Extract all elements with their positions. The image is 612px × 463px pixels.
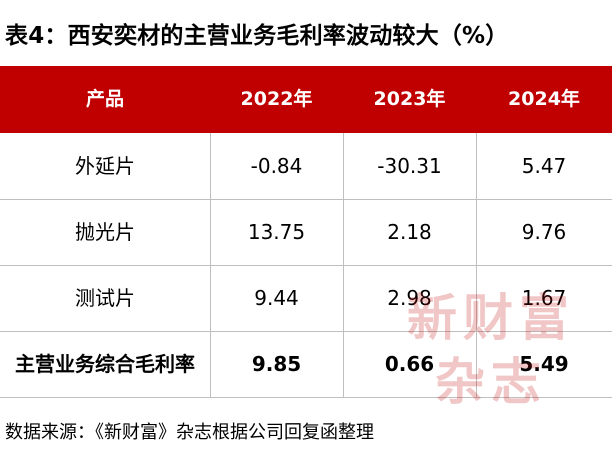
value-2023: -30.31 — [377, 154, 442, 178]
table-row-test: 测试片 9.44 2.98 1.67 — [0, 265, 612, 331]
column-divider — [210, 133, 211, 397]
row-divider — [0, 397, 612, 398]
value-2022: 9.85 — [251, 352, 302, 376]
value-2023: 2.98 — [387, 286, 432, 310]
header-2022: 2022年 — [240, 88, 313, 110]
value-2024: 5.49 — [519, 352, 569, 376]
value-2023: 2.18 — [387, 220, 432, 244]
table-row-epitaxial: 外延片 -0.84 -30.31 5.47 — [0, 133, 612, 199]
header-2023: 2023年 — [373, 88, 446, 110]
table-title: 表4：西安奕材的主营业务毛利率波动较大（%） — [5, 23, 509, 49]
value-2022: -0.84 — [250, 154, 303, 178]
table-header-row: 产品 2022年 2023年 2024年 — [0, 66, 612, 133]
value-2024: 9.76 — [521, 220, 567, 244]
value-2022: 13.75 — [247, 220, 306, 244]
row-divider — [0, 331, 612, 332]
product-name: 外延片 — [75, 154, 135, 178]
row-divider — [0, 199, 612, 200]
column-divider — [343, 133, 344, 397]
table-row-polished: 抛光片 13.75 2.18 9.76 — [0, 199, 612, 265]
product-name: 抛光片 — [75, 220, 135, 244]
row-divider — [0, 265, 612, 266]
value-2023: 0.66 — [384, 352, 435, 376]
product-name: 测试片 — [75, 286, 135, 310]
table-row-total: 主营业务综合毛利率 9.85 0.66 5.49 — [0, 331, 612, 397]
header-2024: 2024年 — [508, 88, 580, 110]
value-2022: 9.44 — [254, 286, 299, 310]
data-source-note: 数据来源：《新财富》杂志根据公司回复函整理 — [5, 422, 374, 443]
header-product: 产品 — [85, 88, 124, 110]
column-divider — [476, 133, 477, 397]
value-2024: 5.47 — [521, 154, 567, 178]
product-name: 主营业务综合毛利率 — [15, 352, 195, 376]
value-2024: 1.67 — [521, 286, 567, 310]
